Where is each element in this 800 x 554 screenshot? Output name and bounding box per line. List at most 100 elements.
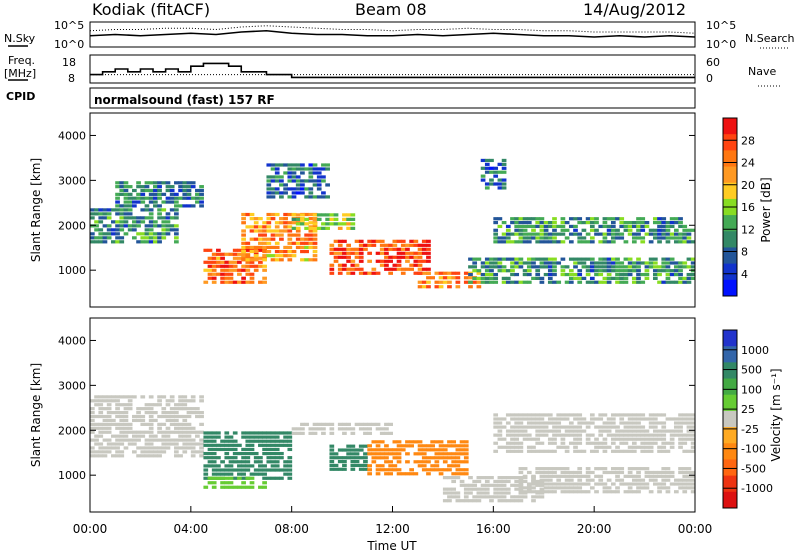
range-gate-cell (598, 272, 604, 277)
range-gate-cell (568, 257, 574, 261)
range-gate-cell (216, 468, 221, 472)
range-gate-cell (169, 192, 175, 196)
range-gate-cell (636, 217, 641, 221)
range-gate-cell (543, 220, 549, 225)
range-gate-cell (522, 232, 528, 236)
range-gate-cell (543, 429, 549, 433)
range-gate-cell (241, 276, 246, 280)
range-gate-cell (140, 185, 146, 189)
range-gate-cell (539, 261, 545, 265)
range-gate-cell (140, 446, 146, 450)
range-gate-cell (304, 187, 309, 191)
range-gate-cell (367, 427, 372, 431)
range-gate-cell (568, 240, 574, 244)
range-gate-cell (350, 459, 356, 464)
range-gate-cell (514, 280, 520, 284)
range-gate-cell (98, 430, 104, 434)
range-gate-cell (279, 443, 284, 447)
range-gate-cell (190, 399, 196, 403)
range-gate-cell (615, 433, 620, 437)
range-gate-cell (316, 167, 322, 171)
range-gate-cell (262, 258, 267, 262)
range-gate-cell (476, 495, 482, 499)
range-gate-cell (228, 460, 234, 464)
range-gate-cell (350, 217, 356, 221)
range-gate-cell (174, 216, 179, 220)
range-gate-cell (652, 269, 658, 273)
range-gate-cell (115, 236, 120, 240)
range-gate-cell (304, 222, 309, 226)
range-gate-cell (493, 483, 499, 487)
range-gate-cell (505, 487, 511, 491)
range-gate-cell (501, 269, 507, 273)
range-gate-cell (140, 414, 146, 419)
range-gate-cell (258, 464, 263, 468)
range-gate-cell (157, 181, 162, 185)
range-gate-cell (295, 167, 301, 171)
range-gate-cell (493, 441, 499, 445)
range-gate-cell (493, 421, 499, 425)
range-gate-cell (535, 479, 541, 484)
range-gate-cell (417, 444, 423, 448)
range-gate-cell (602, 232, 608, 236)
range-gate-cell (392, 243, 398, 247)
range-gate-cell (148, 228, 154, 232)
range-gate-cell (426, 444, 431, 448)
range-gate-cell (463, 468, 469, 472)
range-gate-cell (186, 422, 192, 426)
range-gate-cell (127, 212, 133, 216)
range-gate-cell (543, 425, 549, 429)
range-gate-cell (182, 204, 188, 208)
range-gate-cell (266, 468, 272, 472)
range-gate-cell (98, 426, 104, 430)
range-gate-cell (295, 187, 301, 191)
range-gate-cell (514, 449, 520, 453)
range-gate-cell (644, 474, 650, 478)
range-gate-cell (291, 249, 297, 254)
range-gate-cell (610, 224, 616, 229)
range-gate-cell (186, 192, 192, 196)
range-gate-cell (106, 422, 112, 426)
range-gate-cell (686, 449, 692, 453)
range-gate-cell (396, 440, 402, 444)
range-gate-cell (594, 269, 599, 273)
range-gate-cell (564, 429, 570, 433)
range-gate-cell (577, 467, 583, 471)
range-gate-cell (220, 468, 225, 472)
range-gate-cell (123, 403, 129, 407)
frequency-strip-frame (89, 54, 696, 84)
range-gate-cell (375, 448, 381, 452)
range-gate-cell (531, 445, 536, 449)
range-gate-cell (598, 467, 604, 471)
range-gate-cell (140, 240, 146, 244)
range-gate-cell (426, 259, 431, 263)
range-gate-cell (358, 456, 364, 460)
range-gate-cell (497, 224, 503, 229)
range-gate-cell (669, 437, 675, 441)
range-gate-cell (165, 446, 171, 450)
range-gate-cell (174, 422, 179, 426)
range-gate-cell (253, 225, 259, 229)
range-gate-cell (342, 247, 347, 251)
range-gate-cell (111, 442, 116, 446)
range-gate-cell (463, 499, 469, 503)
range-gate-cell (405, 259, 410, 263)
range-gate-cell (144, 236, 150, 240)
range-gate-cell (106, 228, 112, 232)
range-gate-cell (644, 433, 650, 437)
range-gate-cell (493, 182, 499, 186)
range-gate-cell (249, 464, 255, 468)
range-gate-cell (216, 464, 221, 468)
range-gate-cell (657, 228, 662, 232)
range-gate-cell (161, 422, 167, 426)
range-gate-cell (249, 272, 255, 276)
range-gate-cell (283, 460, 288, 464)
range-gate-cell (552, 425, 557, 429)
range-gate-cell (94, 224, 99, 228)
range-gate-cell (480, 476, 486, 480)
range-gate-cell (178, 426, 183, 430)
range-gate-cell (526, 433, 532, 437)
range-gate-cell (598, 261, 604, 265)
range-gate-cell (287, 233, 293, 237)
range-gate-cell (556, 445, 562, 449)
